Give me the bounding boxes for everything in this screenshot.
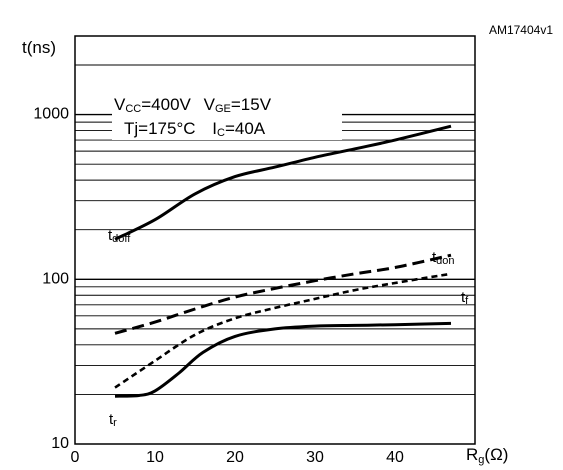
- x-axis-title: Rg(Ω): [466, 445, 508, 466]
- series-label-t-don: tdon: [432, 249, 455, 267]
- y-tick-label: 1000: [33, 106, 69, 123]
- series-label-t-f: tf: [461, 289, 469, 307]
- y-tick-label: 100: [42, 270, 69, 287]
- conditions-background: [112, 94, 342, 140]
- condition-line-1: VCC=400V VGE=15V: [114, 95, 272, 115]
- x-tick-label: 30: [306, 449, 324, 466]
- chart-id-label: AM17404v1: [489, 23, 553, 37]
- x-tick-label: 0: [71, 449, 80, 466]
- conditions-annotation: VCC=400V VGE=15V Tj=175°C IC=40A: [112, 94, 342, 140]
- series-t-f-line: [114, 272, 452, 389]
- series-t-r-line: [114, 321, 452, 398]
- series-t-doff-line: [114, 124, 452, 241]
- series-labels: tdoff tdon tf tr: [108, 227, 469, 429]
- series-label-t-r: tr: [109, 411, 117, 429]
- y-tick-label: 10: [51, 435, 69, 452]
- condition-line-2: Tj=175°C IC=40A: [124, 119, 266, 139]
- y-axis-title: t(ns): [22, 38, 56, 57]
- x-tick-label: 40: [386, 449, 404, 466]
- x-tick-label: 20: [226, 449, 244, 466]
- x-tick-labels: 0 10 20 30 40: [71, 449, 404, 466]
- plot-frame: [74, 35, 476, 445]
- series-label-t-doff: tdoff: [108, 227, 131, 245]
- series-layer: [114, 124, 452, 398]
- y-tick-labels: 10 100 1000: [33, 106, 69, 452]
- series-t-don-line: [114, 253, 452, 335]
- x-tick-label: 10: [146, 449, 164, 466]
